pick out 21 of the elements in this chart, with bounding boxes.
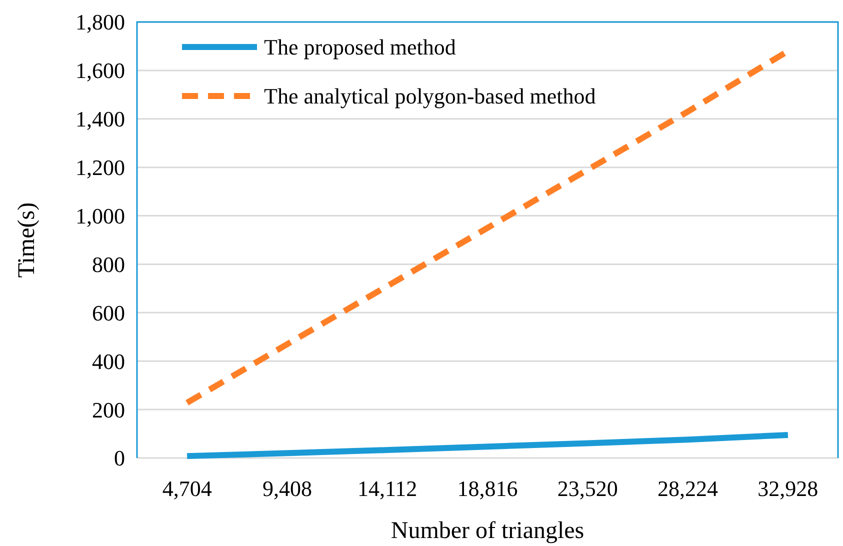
y-tick-label: 1,200 bbox=[76, 155, 125, 180]
x-tick-label: 14,112 bbox=[358, 476, 418, 501]
x-tick-label: 23,520 bbox=[557, 476, 618, 501]
y-tick-label: 200 bbox=[92, 397, 125, 422]
x-tick-label: 4,704 bbox=[162, 476, 212, 501]
x-tick-label: 18,816 bbox=[457, 476, 518, 501]
y-tick-label: 1,600 bbox=[76, 58, 125, 84]
y-axis-title: Time(s) bbox=[14, 202, 40, 278]
y-tick-label: 800 bbox=[92, 252, 125, 277]
x-tick-label: 28,224 bbox=[658, 476, 718, 501]
y-tick-label: 400 bbox=[92, 348, 125, 374]
y-tick-label: 0 bbox=[114, 446, 125, 471]
y-tick-label: 1,800 bbox=[76, 10, 125, 35]
legend-label: The proposed method bbox=[264, 34, 456, 60]
y-tick-label: 1,400 bbox=[76, 106, 125, 132]
y-tick-label: 600 bbox=[92, 300, 125, 326]
x-axis-title: Number of triangles bbox=[390, 518, 584, 544]
legend-label: The analytical polygon-based method bbox=[264, 84, 596, 109]
y-tick-label: 1,000 bbox=[76, 203, 125, 228]
x-tick-label: 32,928 bbox=[758, 476, 818, 501]
x-tick-label: 9,408 bbox=[262, 476, 312, 501]
